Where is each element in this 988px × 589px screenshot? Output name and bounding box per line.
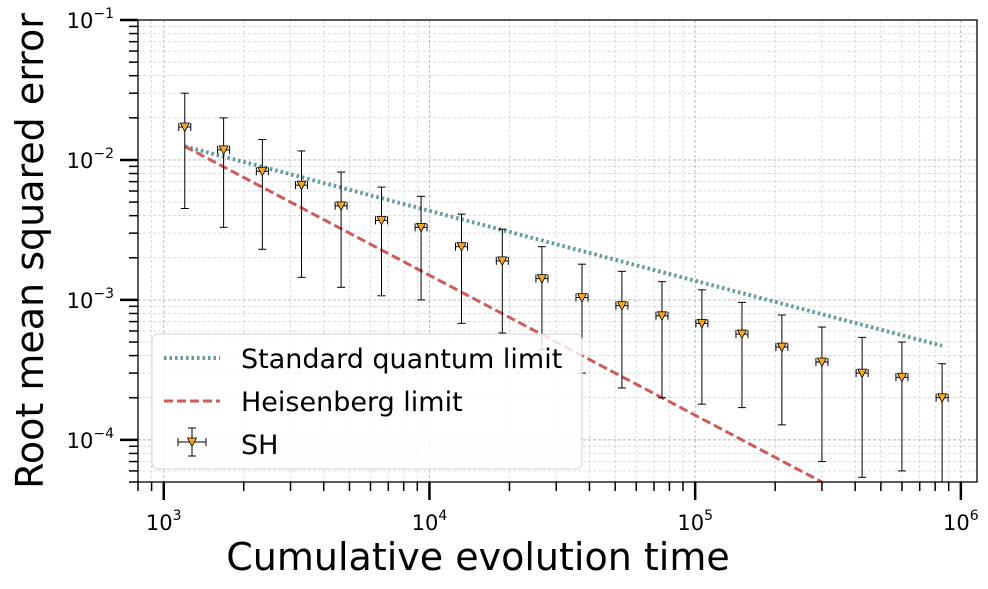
sh-point <box>695 289 709 405</box>
sh-marker-group <box>217 145 231 156</box>
x-tick-label: 105 <box>677 508 713 535</box>
sh-point <box>655 281 669 399</box>
sh-point <box>935 363 949 482</box>
legend-sql-label: Standard quantum limit <box>241 344 562 375</box>
sh-point <box>815 326 829 463</box>
x-tick-label: 106 <box>943 508 979 535</box>
x-tick-label: 103 <box>146 508 182 535</box>
sh-marker-group <box>255 166 269 177</box>
sh-marker-group <box>375 215 389 226</box>
sh-point <box>535 246 549 351</box>
sh-marker <box>656 311 668 322</box>
sh-marker <box>497 256 508 267</box>
sh-point <box>334 171 348 288</box>
legend-sh-swatch <box>177 427 207 457</box>
sh-point <box>295 150 309 278</box>
y-tick-label: 10−2 <box>67 146 114 173</box>
sh-point <box>895 341 909 472</box>
sh-marker-group <box>535 274 549 284</box>
sql-line <box>184 144 943 348</box>
sh-marker-group <box>495 256 509 267</box>
sh-marker <box>816 357 828 368</box>
hl-line <box>184 145 823 482</box>
sh-marker-group <box>895 372 909 383</box>
sh-marker-group <box>178 122 192 133</box>
sh-marker-group <box>735 329 749 340</box>
x-tick-label: 104 <box>412 508 448 535</box>
sh-point <box>178 92 192 209</box>
sh-marker-group <box>334 201 348 212</box>
legend-box <box>151 333 583 470</box>
plot-frame <box>137 19 978 483</box>
sh-marker-group <box>935 393 949 404</box>
sh-marker <box>736 329 748 340</box>
sh-marker <box>936 393 948 404</box>
sh-point <box>375 186 389 297</box>
sh-point <box>615 270 629 389</box>
sh-marker-group <box>615 301 629 311</box>
legend-sh-marker <box>186 437 198 448</box>
sh-marker-group <box>655 311 669 322</box>
sh-marker <box>179 122 190 133</box>
sh-marker-group <box>775 342 789 353</box>
sh-point <box>855 336 869 478</box>
sh-marker-group <box>454 242 468 253</box>
tick-labels: 103 104 105 106 10−4 10−3 10−2 10−1 <box>67 6 979 535</box>
sh-marker <box>696 318 708 329</box>
x-axis-title: Cumulative evolution time <box>226 535 729 579</box>
sh-marker <box>415 222 427 233</box>
sh-marker <box>536 274 548 284</box>
sh-point <box>735 301 749 409</box>
sh-marker <box>456 242 467 253</box>
y-tick-label: 10−4 <box>67 426 114 453</box>
legend-hl-label: Heisenberg limit <box>241 387 463 418</box>
sh-marker <box>616 301 628 311</box>
sh-marker <box>376 215 387 226</box>
sh-marker-group <box>855 368 869 379</box>
sh-marker <box>896 372 908 383</box>
legend: Standard quantum limit Heisenberg limit … <box>151 333 583 470</box>
sh-marker <box>257 166 268 177</box>
sh-marker <box>296 180 307 191</box>
sh-marker <box>856 368 868 379</box>
y-tick-label: 10−1 <box>67 6 114 33</box>
axis-ticks <box>120 18 963 500</box>
sh-marker-group <box>295 180 309 191</box>
sh-marker <box>576 293 588 303</box>
sh-marker-group <box>695 318 709 329</box>
y-tick-label: 10−3 <box>67 286 114 313</box>
legend-sh-label: SH <box>241 430 278 461</box>
errorbars <box>178 92 949 482</box>
sh-marker <box>335 201 347 212</box>
sh-point <box>255 139 269 250</box>
sh-point <box>217 117 231 228</box>
y-axis-title: Root mean squared error <box>8 13 52 489</box>
sh-marker-group <box>575 293 589 303</box>
sh-marker <box>218 145 229 156</box>
sh-point <box>454 213 468 324</box>
series-lines <box>184 144 943 482</box>
sh-marker-group <box>815 357 829 368</box>
sh-marker-group <box>414 222 428 233</box>
sh-point <box>495 228 509 334</box>
sh-point <box>775 314 789 426</box>
sh-marker <box>776 342 788 353</box>
sh-point <box>414 195 428 301</box>
